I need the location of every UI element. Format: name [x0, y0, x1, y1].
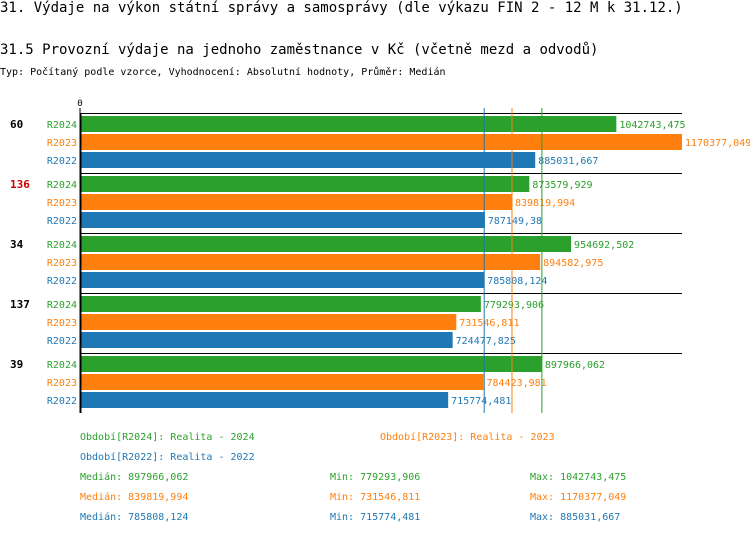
stat-median: Medián: 839819,994: [80, 491, 188, 503]
group-label: 39: [10, 358, 23, 371]
chart-subtitle: 31.5 Provozní výdaje na jednoho zaměstna…: [0, 42, 599, 58]
axis-zero-label: 0: [77, 99, 82, 109]
bar-series-label: R2024: [47, 240, 77, 251]
bar-series-label: R2023: [47, 198, 77, 209]
bar-series-label: R2024: [47, 360, 77, 371]
bar-value-label: 715774,481: [451, 396, 511, 407]
stat-max: Max: 1170377,049: [530, 492, 626, 503]
bar: [80, 116, 617, 132]
bar-series-label: R2023: [47, 318, 77, 329]
bar-series-label: R2024: [47, 120, 77, 131]
legend-entry: Období[R2022]: Realita - 2022: [80, 451, 255, 463]
bar: [80, 194, 512, 210]
stat-max: Max: 885031,667: [530, 512, 620, 523]
page-title: 31. Výdaje na výkon státní správy a samo…: [0, 0, 683, 16]
bar-value-label: 954692,502: [574, 240, 634, 251]
bar-value-label: 724477,825: [456, 336, 516, 347]
bar-series-label: R2024: [47, 300, 77, 311]
group-label: 34: [10, 238, 24, 251]
bar-value-label: 785808,124: [487, 276, 547, 287]
stat-min: Min: 779293,906: [330, 472, 420, 483]
bar-series-label: R2022: [47, 276, 77, 287]
bar: [80, 314, 457, 330]
legend-entry: Období[R2023]: Realita - 2023: [380, 431, 555, 443]
bar: [80, 134, 682, 150]
bar: [80, 332, 453, 348]
bar: [80, 374, 484, 390]
group-label: 136: [10, 178, 30, 191]
bar: [80, 356, 542, 372]
bar: [80, 236, 572, 252]
bar-series-label: R2023: [47, 378, 77, 389]
bar-value-label: 779293,906: [484, 300, 544, 311]
bar-value-label: 885031,667: [538, 156, 598, 167]
bar: [80, 176, 530, 192]
bar: [80, 392, 449, 408]
bar-series-label: R2022: [47, 396, 77, 407]
bar-series-label: R2022: [47, 156, 77, 167]
stat-min: Min: 715774,481: [330, 512, 420, 523]
bar-series-label: R2023: [47, 138, 77, 149]
bar-value-label: 1170377,049: [685, 138, 750, 149]
bar-value-label: 784423,981: [486, 378, 546, 389]
bar-series-label: R2024: [47, 180, 77, 191]
bar-series-label: R2022: [47, 336, 77, 347]
bar-value-label: 897966,062: [545, 360, 605, 371]
chart-type-line: Typ: Počítaný podle vzorce, Vyhodnocení:…: [0, 67, 446, 78]
stat-median: Medián: 785808,124: [80, 511, 188, 523]
bar: [80, 152, 536, 168]
bar: [80, 272, 485, 288]
bar-value-label: 787149,38: [488, 216, 542, 227]
bar-value-label: 894582,975: [543, 258, 603, 269]
bar: [80, 296, 481, 312]
bar-value-label: 731546,811: [459, 318, 519, 329]
bar-value-label: 873579,929: [532, 180, 592, 191]
bar: [80, 254, 541, 270]
bar-series-label: R2023: [47, 258, 77, 269]
group-label: 60: [10, 118, 23, 131]
bar: [80, 212, 485, 228]
bar-series-label: R2022: [47, 216, 77, 227]
bar-value-label: 839819,994: [515, 198, 575, 209]
legend-entry: Období[R2024]: Realita - 2024: [80, 431, 255, 443]
stat-min: Min: 731546,811: [330, 492, 420, 503]
bar-value-label: 1042743,475: [619, 120, 685, 131]
stat-max: Max: 1042743,475: [530, 472, 626, 483]
stat-median: Medián: 897966,062: [80, 471, 188, 483]
group-label: 137: [10, 298, 30, 311]
